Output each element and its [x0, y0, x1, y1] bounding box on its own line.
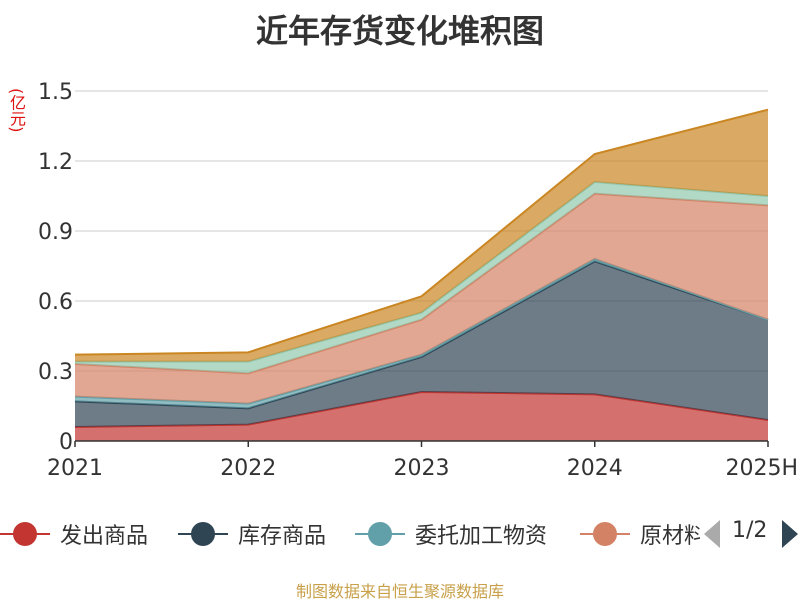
legend-label: 委托加工物资	[415, 524, 548, 549]
area-series	[74, 108, 769, 441]
y-tick-label: 1.2	[38, 150, 73, 175]
area-series-1	[75, 392, 768, 441]
y-tick-label: 0.3	[38, 360, 73, 385]
y-tick-label: 0	[59, 430, 73, 455]
legend-marker-icon	[178, 516, 228, 552]
x-tick-label: 2022	[220, 456, 276, 481]
area-series-line-6	[74, 108, 769, 356]
legend-item-2[interactable]: 库存商品	[178, 516, 326, 552]
legend-pager: 1/2	[700, 516, 800, 552]
legend-label: 库存商品	[238, 524, 327, 549]
legend-item-3[interactable]: 委托加工物资	[355, 516, 547, 552]
y-tick-label: 1.5	[38, 80, 73, 105]
x-tick-label: 2024	[567, 456, 623, 481]
legend-label: 发出商品	[60, 524, 149, 549]
legend-marker-icon	[0, 516, 50, 552]
legend-next-page-icon[interactable]	[782, 520, 798, 548]
area-series-line-3	[74, 257, 769, 405]
y-tick-label: 0.9	[38, 220, 73, 245]
x-tick-label: 2023	[394, 456, 450, 481]
area-series-line-5	[75, 180, 769, 363]
area-series-6	[75, 109, 768, 362]
legend-page-indicator: 1/2	[732, 518, 768, 543]
x-tick-label: 2025H	[725, 456, 798, 481]
area-series-4	[75, 193, 768, 404]
chart-title: 近年存货变化堆积图	[255, 12, 544, 50]
data-source-note: 制图数据来自恒生聚源数据库	[295, 582, 504, 601]
axes: 0 0.3 0.6 0.9 1.2 1.5 2021 2022 2023 2024 2025H	[38, 80, 798, 481]
area-series-2	[75, 261, 768, 427]
legend-item-4[interactable]: 原材料	[580, 516, 700, 552]
legend-label: 原材料	[640, 524, 700, 549]
y-axis-unit: (亿元)	[7, 88, 26, 133]
legend-item-1[interactable]: 发出商品	[0, 516, 148, 552]
legend-marker-icon	[580, 516, 630, 552]
legend-marker-icon	[355, 516, 405, 552]
x-tick-label: 2021	[47, 456, 103, 481]
legend: 发出商品 库存商品 委托加工物资 原材料	[0, 516, 700, 552]
y-tick-label: 0.6	[38, 290, 73, 315]
legend-prev-page-icon[interactable]	[704, 520, 720, 548]
